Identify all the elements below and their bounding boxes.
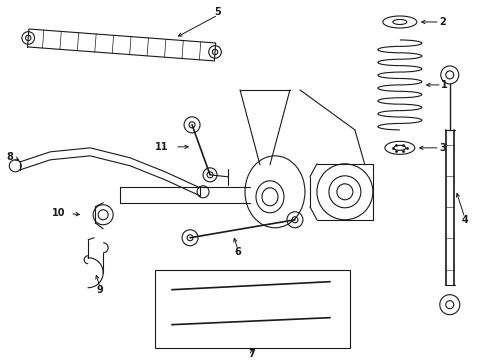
Circle shape: [321, 309, 339, 327]
Text: 9: 9: [97, 285, 103, 295]
Text: 5: 5: [215, 7, 221, 17]
Text: 10: 10: [51, 208, 65, 218]
Circle shape: [163, 316, 181, 334]
Text: 1: 1: [441, 80, 448, 90]
Text: 2: 2: [440, 17, 446, 27]
Text: 7: 7: [248, 348, 255, 359]
Circle shape: [163, 281, 181, 299]
Text: 8: 8: [7, 152, 14, 162]
Bar: [155, 270, 350, 348]
Text: 11: 11: [155, 142, 169, 152]
Text: 6: 6: [235, 247, 242, 257]
Circle shape: [326, 278, 334, 286]
Circle shape: [321, 273, 339, 291]
Circle shape: [326, 314, 334, 322]
Circle shape: [168, 286, 176, 294]
Text: 3: 3: [440, 143, 446, 153]
Text: 4: 4: [462, 215, 468, 225]
Circle shape: [168, 321, 176, 329]
